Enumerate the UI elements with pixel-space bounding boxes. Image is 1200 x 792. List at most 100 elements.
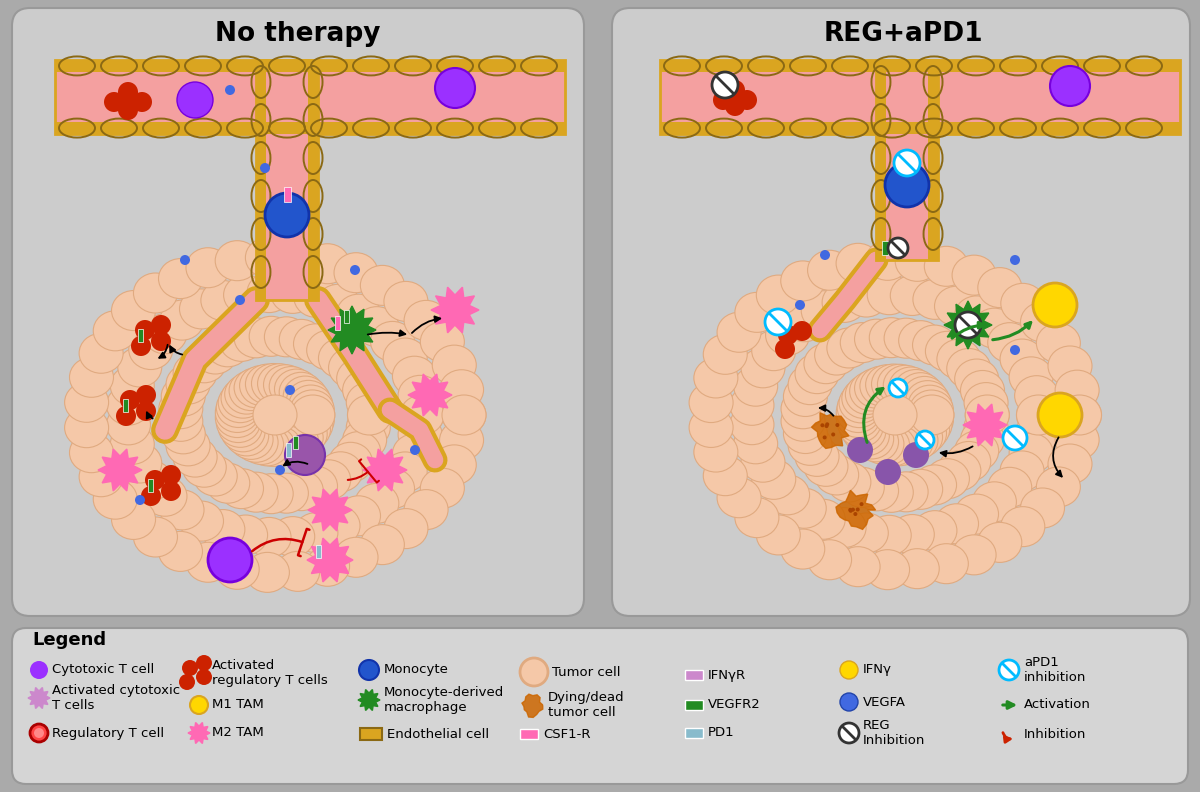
Ellipse shape xyxy=(118,347,162,387)
Ellipse shape xyxy=(895,242,940,281)
Ellipse shape xyxy=(850,371,894,411)
Ellipse shape xyxy=(306,244,349,284)
Circle shape xyxy=(190,696,208,714)
Ellipse shape xyxy=(220,469,264,508)
Ellipse shape xyxy=(889,367,932,407)
Circle shape xyxy=(151,315,172,335)
Ellipse shape xyxy=(193,456,238,496)
Ellipse shape xyxy=(161,414,205,454)
Ellipse shape xyxy=(871,364,916,404)
Ellipse shape xyxy=(200,509,245,550)
Ellipse shape xyxy=(343,420,386,460)
Ellipse shape xyxy=(215,398,259,437)
Circle shape xyxy=(904,442,929,468)
Ellipse shape xyxy=(258,364,301,404)
Ellipse shape xyxy=(965,395,1009,435)
Ellipse shape xyxy=(845,513,888,553)
Circle shape xyxy=(1038,393,1082,437)
Ellipse shape xyxy=(902,376,947,417)
Circle shape xyxy=(955,312,982,338)
Text: REG+aPD1: REG+aPD1 xyxy=(823,21,983,47)
Ellipse shape xyxy=(280,372,323,413)
Ellipse shape xyxy=(398,415,442,455)
Ellipse shape xyxy=(1020,488,1064,528)
Ellipse shape xyxy=(355,483,398,524)
Bar xyxy=(685,670,703,680)
Bar xyxy=(360,728,382,740)
Bar xyxy=(55,122,565,134)
Ellipse shape xyxy=(240,366,283,406)
Text: Endothelial cell: Endothelial cell xyxy=(386,728,490,741)
Ellipse shape xyxy=(245,552,289,592)
Ellipse shape xyxy=(253,395,298,435)
Ellipse shape xyxy=(250,474,293,514)
Ellipse shape xyxy=(276,551,319,592)
Ellipse shape xyxy=(316,284,360,325)
Ellipse shape xyxy=(70,357,114,398)
Circle shape xyxy=(120,390,140,410)
Circle shape xyxy=(131,336,151,356)
Circle shape xyxy=(856,508,859,512)
Ellipse shape xyxy=(965,395,1009,435)
Text: VEGFA: VEGFA xyxy=(863,695,906,709)
Ellipse shape xyxy=(845,375,889,414)
Ellipse shape xyxy=(756,275,800,315)
Ellipse shape xyxy=(70,432,114,473)
Circle shape xyxy=(118,100,138,120)
Text: Regulatory T cell: Regulatory T cell xyxy=(52,726,164,740)
Ellipse shape xyxy=(348,395,391,435)
Circle shape xyxy=(410,445,420,455)
Circle shape xyxy=(416,381,444,409)
Ellipse shape xyxy=(751,330,796,371)
Polygon shape xyxy=(408,374,452,416)
Bar xyxy=(876,60,886,260)
Ellipse shape xyxy=(784,413,828,454)
Ellipse shape xyxy=(871,426,916,466)
Bar xyxy=(256,60,266,300)
Text: Monocyte: Monocyte xyxy=(384,664,449,676)
Ellipse shape xyxy=(978,523,1022,562)
Text: Inhibition: Inhibition xyxy=(1024,729,1086,741)
Ellipse shape xyxy=(689,407,733,447)
Ellipse shape xyxy=(221,412,265,451)
Ellipse shape xyxy=(924,543,968,584)
Circle shape xyxy=(362,693,376,707)
Ellipse shape xyxy=(854,319,899,359)
Ellipse shape xyxy=(788,364,832,405)
Ellipse shape xyxy=(355,307,398,347)
Ellipse shape xyxy=(107,405,150,445)
Ellipse shape xyxy=(845,416,889,455)
Ellipse shape xyxy=(128,329,173,370)
Ellipse shape xyxy=(205,327,250,367)
Circle shape xyxy=(1033,283,1078,327)
Circle shape xyxy=(840,661,858,679)
Circle shape xyxy=(848,508,852,512)
Ellipse shape xyxy=(221,378,265,418)
Polygon shape xyxy=(431,287,479,333)
Ellipse shape xyxy=(383,452,427,492)
Polygon shape xyxy=(328,306,376,354)
Ellipse shape xyxy=(247,517,292,558)
Ellipse shape xyxy=(869,472,913,512)
Ellipse shape xyxy=(271,516,314,557)
Circle shape xyxy=(286,435,325,475)
Ellipse shape xyxy=(906,409,949,449)
Ellipse shape xyxy=(182,343,227,383)
Circle shape xyxy=(132,92,152,112)
Ellipse shape xyxy=(290,395,335,435)
Ellipse shape xyxy=(280,319,323,360)
Ellipse shape xyxy=(420,468,464,508)
Ellipse shape xyxy=(894,421,938,460)
Polygon shape xyxy=(836,490,876,529)
Ellipse shape xyxy=(337,432,380,471)
Bar xyxy=(256,60,318,300)
Ellipse shape xyxy=(439,370,484,409)
Ellipse shape xyxy=(110,366,155,406)
Ellipse shape xyxy=(65,383,109,422)
Circle shape xyxy=(848,508,853,512)
Ellipse shape xyxy=(964,407,1008,447)
Ellipse shape xyxy=(842,379,886,418)
Circle shape xyxy=(778,325,798,345)
Text: REG
Inhibition: REG Inhibition xyxy=(863,719,925,747)
Ellipse shape xyxy=(894,370,938,409)
